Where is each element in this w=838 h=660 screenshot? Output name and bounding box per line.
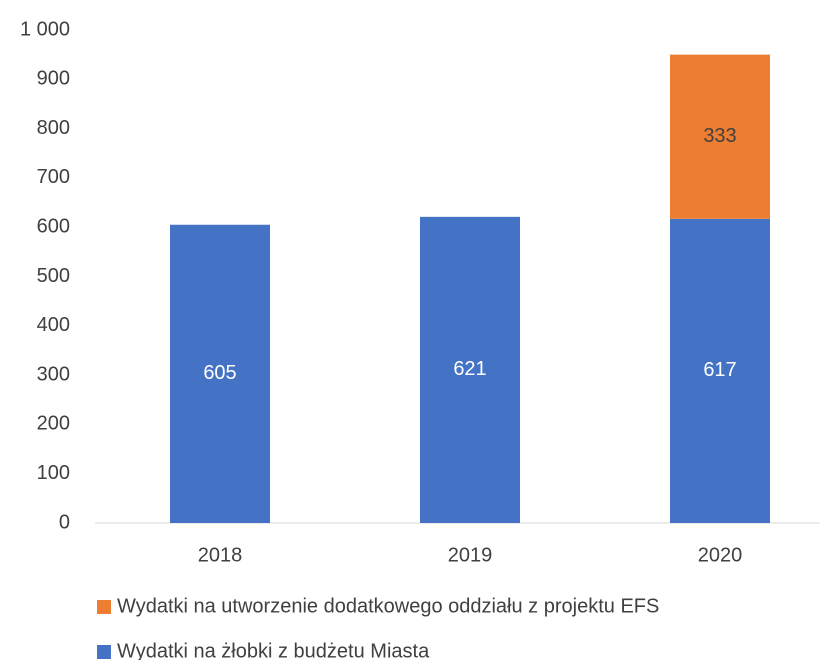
y-tick-label: 500 xyxy=(37,265,70,287)
y-tick-label: 400 xyxy=(37,314,70,336)
data-label: 605 xyxy=(203,362,236,384)
data-label: 333 xyxy=(703,125,736,147)
x-tick-label: 2018 xyxy=(198,544,243,566)
y-tick-label: 1 000 xyxy=(20,18,70,40)
y-tick-label: 200 xyxy=(37,413,70,435)
data-label: 617 xyxy=(703,359,736,381)
y-tick-label: 0 xyxy=(59,511,70,533)
legend-swatch xyxy=(97,600,111,614)
x-tick-label: 2019 xyxy=(448,544,493,566)
data-label: 621 xyxy=(453,358,486,380)
x-tick-label: 2020 xyxy=(698,544,743,566)
bar-segment xyxy=(670,218,770,523)
y-tick-label: 100 xyxy=(37,462,70,484)
y-tick-label: 900 xyxy=(37,68,70,90)
y-tick-label: 800 xyxy=(37,117,70,139)
bar-segment xyxy=(670,54,770,219)
legend-label: Wydatki na żłobki z budżetu Miasta xyxy=(117,640,430,660)
bar-segment xyxy=(170,224,270,524)
legend-label: Wydatki na utworzenie dodatkowego oddzia… xyxy=(117,595,659,617)
y-tick-label: 600 xyxy=(37,215,70,237)
legend-swatch xyxy=(97,645,111,659)
y-tick-label: 700 xyxy=(37,166,70,188)
y-tick-label: 300 xyxy=(37,363,70,385)
bar-segment xyxy=(420,216,520,524)
